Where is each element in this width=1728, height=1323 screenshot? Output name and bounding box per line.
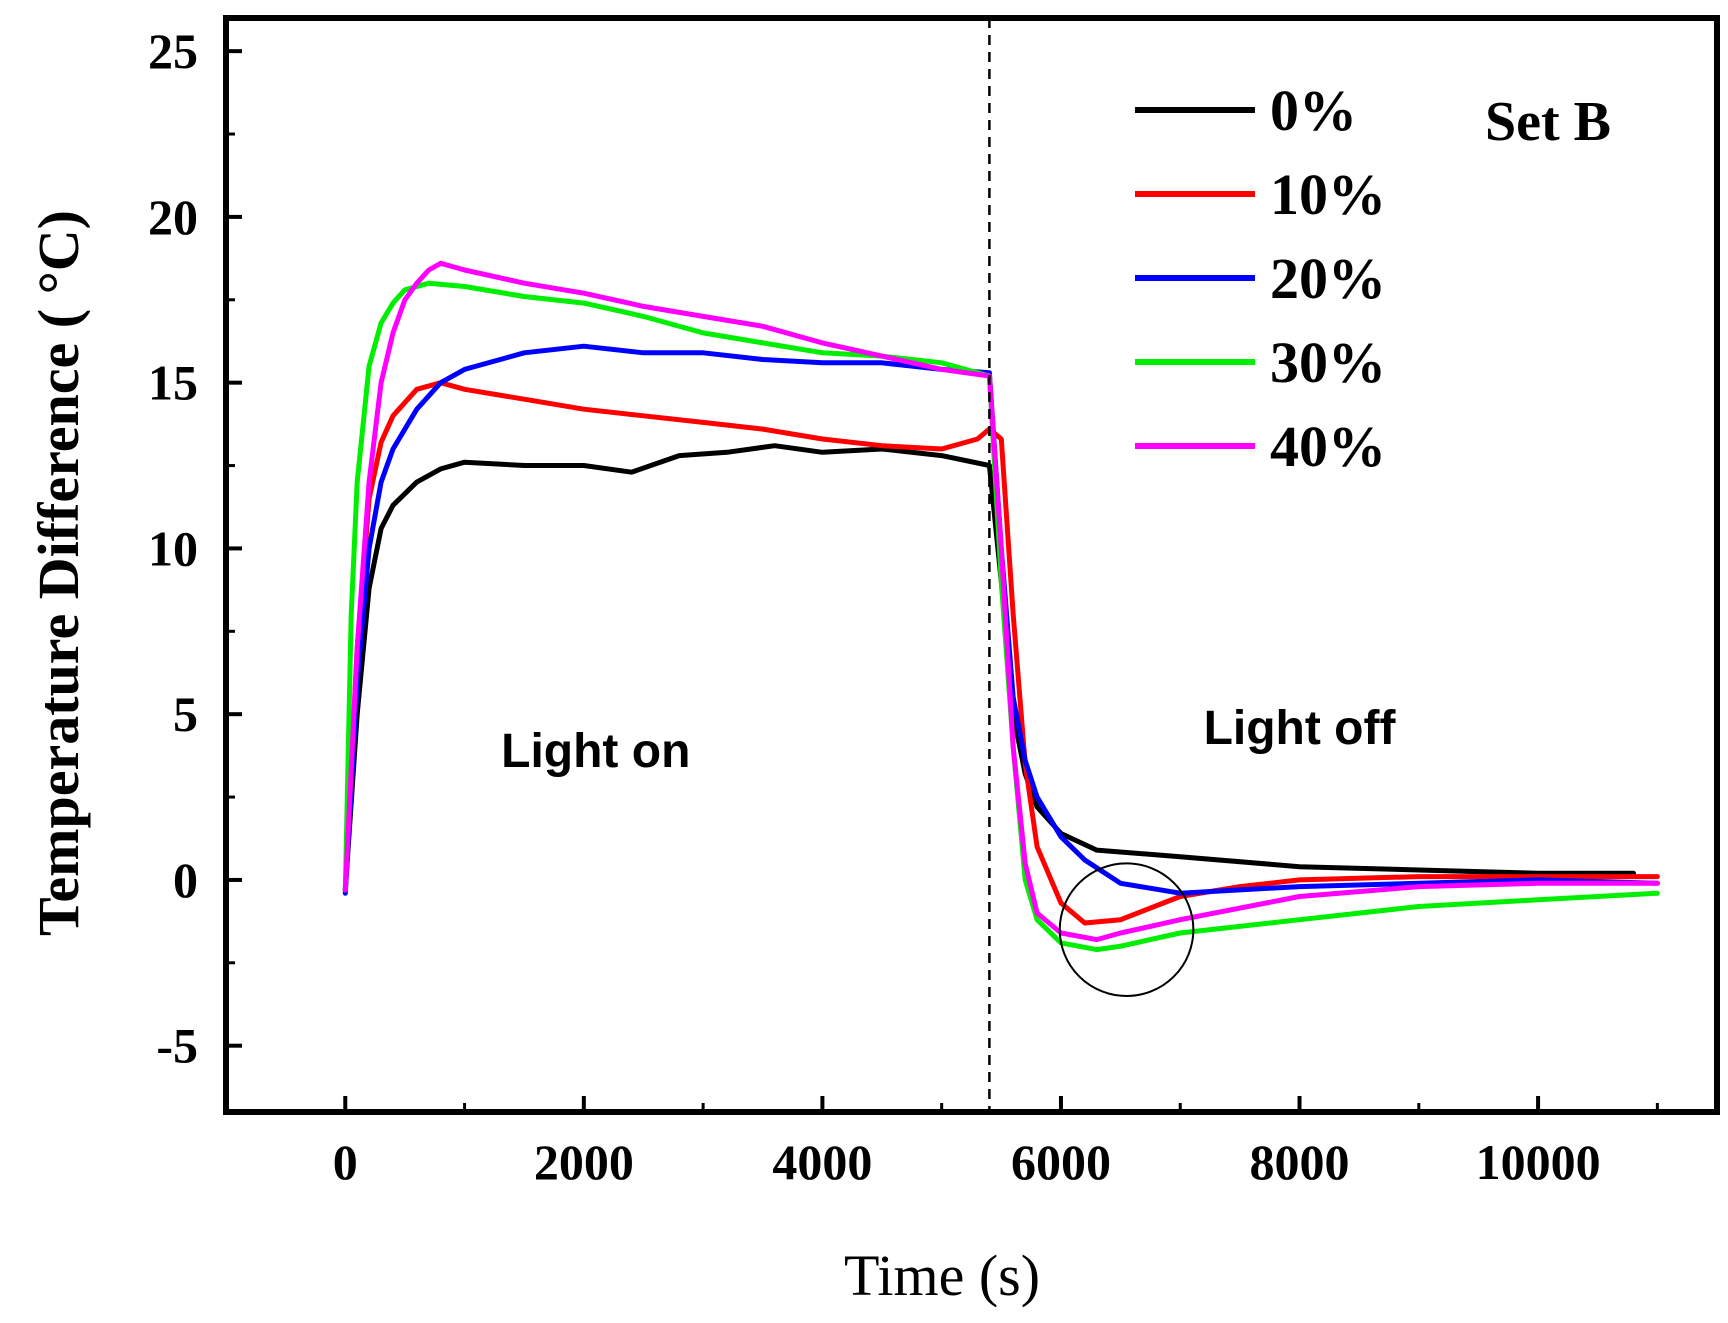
- x-tick-label: 6000: [1011, 1134, 1111, 1190]
- series-line-20pct: [342, 343, 1660, 896]
- x-tick-label: 10000: [1476, 1134, 1601, 1190]
- legend-label: 20%: [1270, 246, 1386, 311]
- series-layer: [342, 260, 1660, 953]
- y-tick-label: 15: [148, 355, 198, 411]
- x-tick-label: 2000: [534, 1134, 634, 1190]
- y-axis: -5 0 5 10 15 20 25: [148, 23, 242, 1074]
- legend-label: 40%: [1270, 414, 1386, 479]
- highlight-circle: [1058, 862, 1195, 997]
- y-tick-label: 5: [173, 686, 198, 742]
- set-label: Set B: [1485, 91, 1611, 153]
- y-tick-label: 0: [173, 852, 198, 908]
- legend: 0% 10% 20% 30% 40%: [1135, 78, 1386, 479]
- legend-label: 0%: [1270, 78, 1357, 143]
- y-tick-label: -5: [156, 1018, 198, 1074]
- y-axis-title: Temperature Difference ( °C): [26, 210, 91, 936]
- y-tick-label: 20: [148, 189, 198, 245]
- series-line-40pct: [342, 260, 1660, 943]
- annotation-light-off: Light off: [1204, 702, 1397, 755]
- x-tick-label: 4000: [772, 1134, 872, 1190]
- legend-label: 10%: [1270, 162, 1386, 227]
- series-line-0pct: [342, 443, 1636, 893]
- legend-label: 30%: [1270, 330, 1386, 395]
- x-tick-label: 8000: [1250, 1134, 1350, 1190]
- x-tick-label: 0: [333, 1134, 358, 1190]
- annotation-light-on: Light on: [501, 725, 690, 778]
- x-axis-title: Time (s): [844, 1243, 1040, 1308]
- y-tick-label: 25: [148, 23, 198, 79]
- series-line-30pct: [342, 280, 1660, 953]
- y-tick-label: 10: [148, 520, 198, 576]
- series-line-10pct: [342, 380, 1660, 926]
- plot-frame: [223, 15, 1720, 1115]
- x-axis: 0 2000 4000 6000 8000 10000: [333, 1096, 1659, 1190]
